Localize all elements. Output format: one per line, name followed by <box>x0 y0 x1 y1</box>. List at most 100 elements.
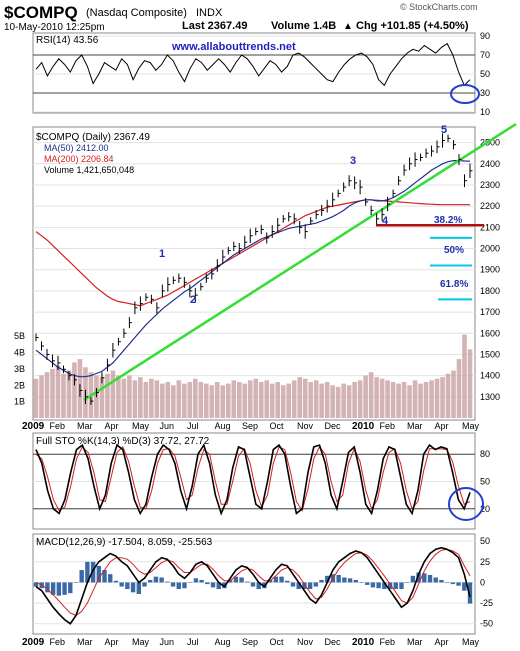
wave-label-4: 4 <box>382 215 389 227</box>
month-label: Nov <box>297 421 314 431</box>
price-tick-label: 1500 <box>480 349 500 359</box>
url-label: www.allabouttrends.net <box>171 41 296 53</box>
volume-bar <box>209 385 215 418</box>
header-change-dir: ▲ <box>343 21 353 32</box>
macd-histogram-bar <box>170 582 176 587</box>
legend-volume: Volume 1,421,650,048 <box>44 165 134 175</box>
volume-bar <box>434 378 440 418</box>
macd-histogram-bar <box>422 573 427 583</box>
price-tick-label: 2100 <box>480 222 500 232</box>
month-label: May <box>132 637 150 647</box>
volume-bar <box>291 380 297 418</box>
macd-tick-label: 25 <box>480 557 490 567</box>
macd-histogram-bar <box>113 580 119 583</box>
volume-bar <box>308 382 313 418</box>
macd-histogram-bar <box>182 582 187 589</box>
macd-tick-label: 0 <box>480 577 485 587</box>
volume-bar <box>324 382 330 418</box>
volume-bar <box>220 385 226 418</box>
macd-histogram-bar <box>450 582 456 585</box>
volume-bar <box>451 370 456 418</box>
macd-histogram-bar <box>96 565 102 583</box>
volume-bar <box>418 383 423 418</box>
month-label: Feb <box>50 637 66 647</box>
macd-histogram-bar <box>205 582 210 585</box>
macd-histogram-bar <box>285 580 290 583</box>
price-tick-label: 1600 <box>480 328 500 338</box>
macd-histogram-bar <box>165 581 170 583</box>
macd-histogram-bar <box>467 582 473 604</box>
volume-bar <box>352 382 357 418</box>
rsi-highlight-circle <box>450 84 480 104</box>
sto-tick-label: 80 <box>480 449 490 459</box>
macd-histogram-bar <box>376 582 381 589</box>
wave-label-1: 1 <box>159 248 165 260</box>
fib-label-50: 50% <box>444 245 464 256</box>
volume-bar <box>385 380 390 418</box>
month-label: May <box>462 421 480 431</box>
volume-bar <box>33 378 39 418</box>
macd-histogram-bar <box>353 579 358 583</box>
price-tick-label: 2000 <box>480 244 500 254</box>
volume-tick-label: 1B <box>14 397 25 407</box>
wave-label-5: 5 <box>441 124 447 136</box>
macd-histogram-bar <box>199 579 204 583</box>
month-label: Jul <box>187 421 199 431</box>
macd-histogram-bar <box>68 582 73 594</box>
month-label: Mar <box>77 421 93 431</box>
volume-bar <box>269 383 275 418</box>
volume-bar <box>341 383 346 418</box>
month-label: Feb <box>380 637 396 647</box>
sto-tick-label: 50 <box>480 477 490 487</box>
volume-bar <box>154 380 160 418</box>
macd-histogram-bar <box>290 582 296 587</box>
macd-histogram-bar <box>342 577 347 583</box>
month-label: Sep <box>242 421 258 431</box>
macd-histogram-bar <box>62 582 67 595</box>
volume-bar <box>231 380 237 418</box>
macd-histogram-bar <box>347 578 353 583</box>
macd-histogram-bar <box>273 576 279 583</box>
macd-histogram-bar <box>279 576 284 583</box>
volume-bar <box>61 373 66 418</box>
macd-histogram-bar <box>233 576 239 583</box>
volume-bar <box>396 383 401 418</box>
volume-bar <box>242 383 248 418</box>
macd-histogram-bar <box>370 582 376 588</box>
macd-histogram-bar <box>307 582 313 590</box>
volume-bar <box>55 365 61 418</box>
macd-histogram-bar <box>239 577 244 583</box>
volume-bar <box>182 383 187 418</box>
volume-bar <box>379 378 385 418</box>
month-label: May <box>462 637 480 647</box>
macd-histogram-bar <box>176 582 181 590</box>
volume-bar <box>121 378 127 418</box>
macd-histogram-bar <box>108 574 113 583</box>
volume-bar <box>319 383 324 418</box>
volume-tick-label: 5B <box>14 331 25 341</box>
volume-bar <box>160 383 165 418</box>
volume-bar <box>390 382 396 418</box>
trend-line <box>83 122 517 402</box>
volume-bar <box>149 378 154 418</box>
macd-histogram-bar <box>250 582 256 587</box>
macd-histogram-bar <box>136 582 141 594</box>
macd-histogram-bar <box>50 582 56 595</box>
price-tick-label: 2200 <box>480 201 500 211</box>
month-label: Aug <box>215 421 231 431</box>
macd-histogram-bar <box>73 582 79 583</box>
macd-histogram-bar <box>325 575 330 583</box>
rsi-tick-label: 30 <box>480 88 490 98</box>
rsi-tick-label: 50 <box>480 69 490 79</box>
month-label: Apr <box>435 421 449 431</box>
volume-bar <box>171 385 176 418</box>
macd-histogram-bar <box>296 582 301 590</box>
header-last: Last 2367.49 <box>182 20 247 32</box>
fib-label-382: 38.2% <box>434 215 462 226</box>
macd-histogram-bar <box>90 561 96 583</box>
month-label: Apr <box>105 421 119 431</box>
macd-histogram-bar <box>79 570 84 583</box>
month-label: May <box>132 421 150 431</box>
wave-label-3: 3 <box>350 155 356 167</box>
